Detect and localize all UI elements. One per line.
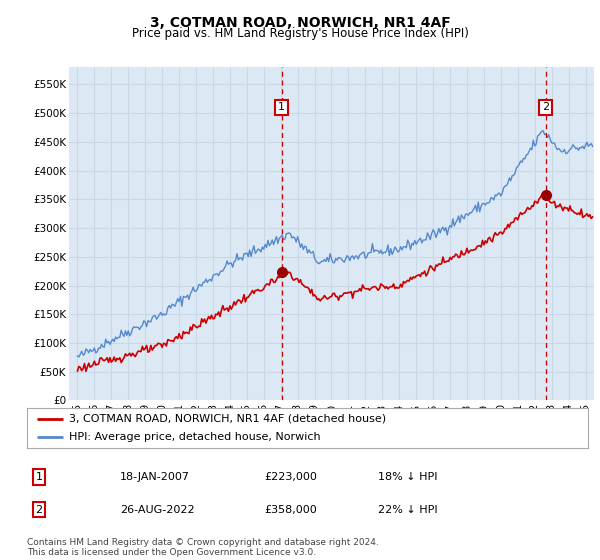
Text: HPI: Average price, detached house, Norwich: HPI: Average price, detached house, Norw… [69, 432, 320, 442]
Text: 1: 1 [35, 472, 43, 482]
Text: £358,000: £358,000 [264, 505, 317, 515]
Text: 2: 2 [35, 505, 43, 515]
Text: Contains HM Land Registry data © Crown copyright and database right 2024.
This d: Contains HM Land Registry data © Crown c… [27, 538, 379, 557]
Text: 1: 1 [278, 102, 285, 113]
Text: 22% ↓ HPI: 22% ↓ HPI [378, 505, 437, 515]
Text: Price paid vs. HM Land Registry's House Price Index (HPI): Price paid vs. HM Land Registry's House … [131, 27, 469, 40]
Text: 2: 2 [542, 102, 549, 113]
Text: 3, COTMAN ROAD, NORWICH, NR1 4AF (detached house): 3, COTMAN ROAD, NORWICH, NR1 4AF (detach… [69, 414, 386, 423]
Text: 26-AUG-2022: 26-AUG-2022 [120, 505, 194, 515]
Text: £223,000: £223,000 [264, 472, 317, 482]
Text: 3, COTMAN ROAD, NORWICH, NR1 4AF: 3, COTMAN ROAD, NORWICH, NR1 4AF [149, 16, 451, 30]
Text: 18-JAN-2007: 18-JAN-2007 [120, 472, 190, 482]
Text: 18% ↓ HPI: 18% ↓ HPI [378, 472, 437, 482]
